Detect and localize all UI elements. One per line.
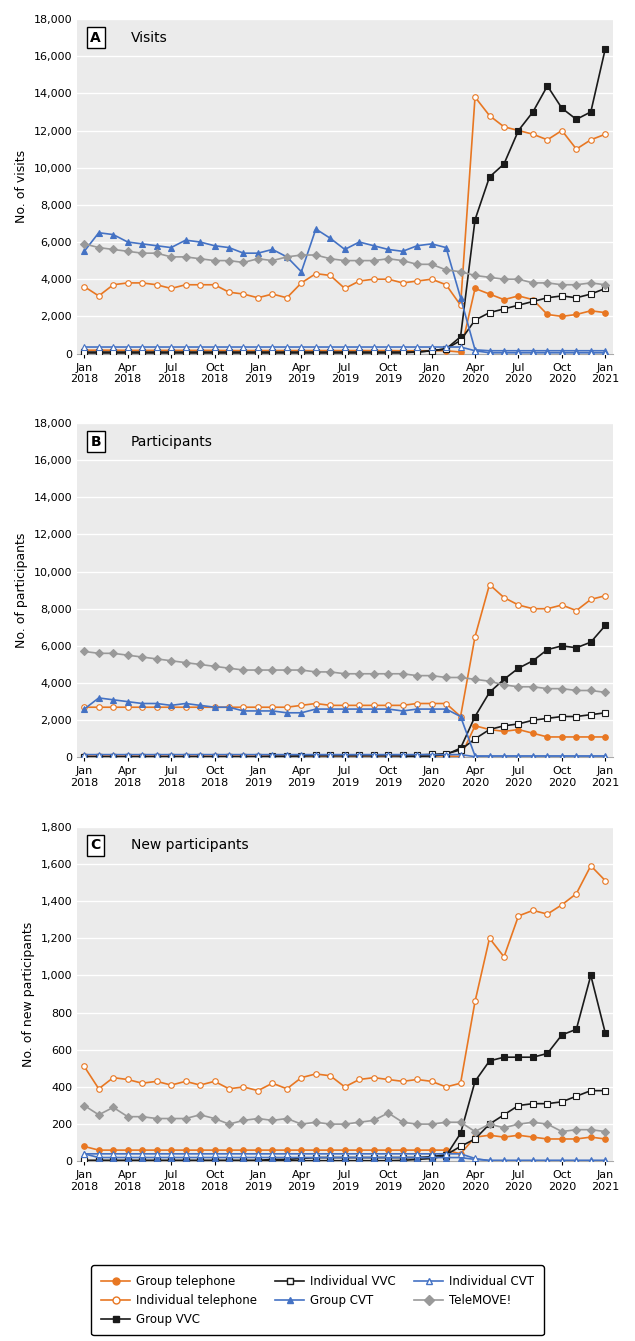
- Y-axis label: No. of participants: No. of participants: [15, 532, 28, 648]
- Legend: Group telephone, Individual telephone, Group VVC, Individual VVC, Group CVT, Ind: Group telephone, Individual telephone, G…: [91, 1266, 544, 1336]
- Y-axis label: No. of new participants: No. of new participants: [22, 921, 35, 1066]
- Text: Participants: Participants: [131, 434, 213, 449]
- Text: C: C: [91, 838, 101, 853]
- Text: B: B: [90, 434, 101, 449]
- Text: Visits: Visits: [131, 31, 168, 44]
- Text: New participants: New participants: [131, 838, 248, 853]
- Text: A: A: [90, 31, 101, 44]
- Y-axis label: No. of visits: No. of visits: [15, 150, 28, 223]
